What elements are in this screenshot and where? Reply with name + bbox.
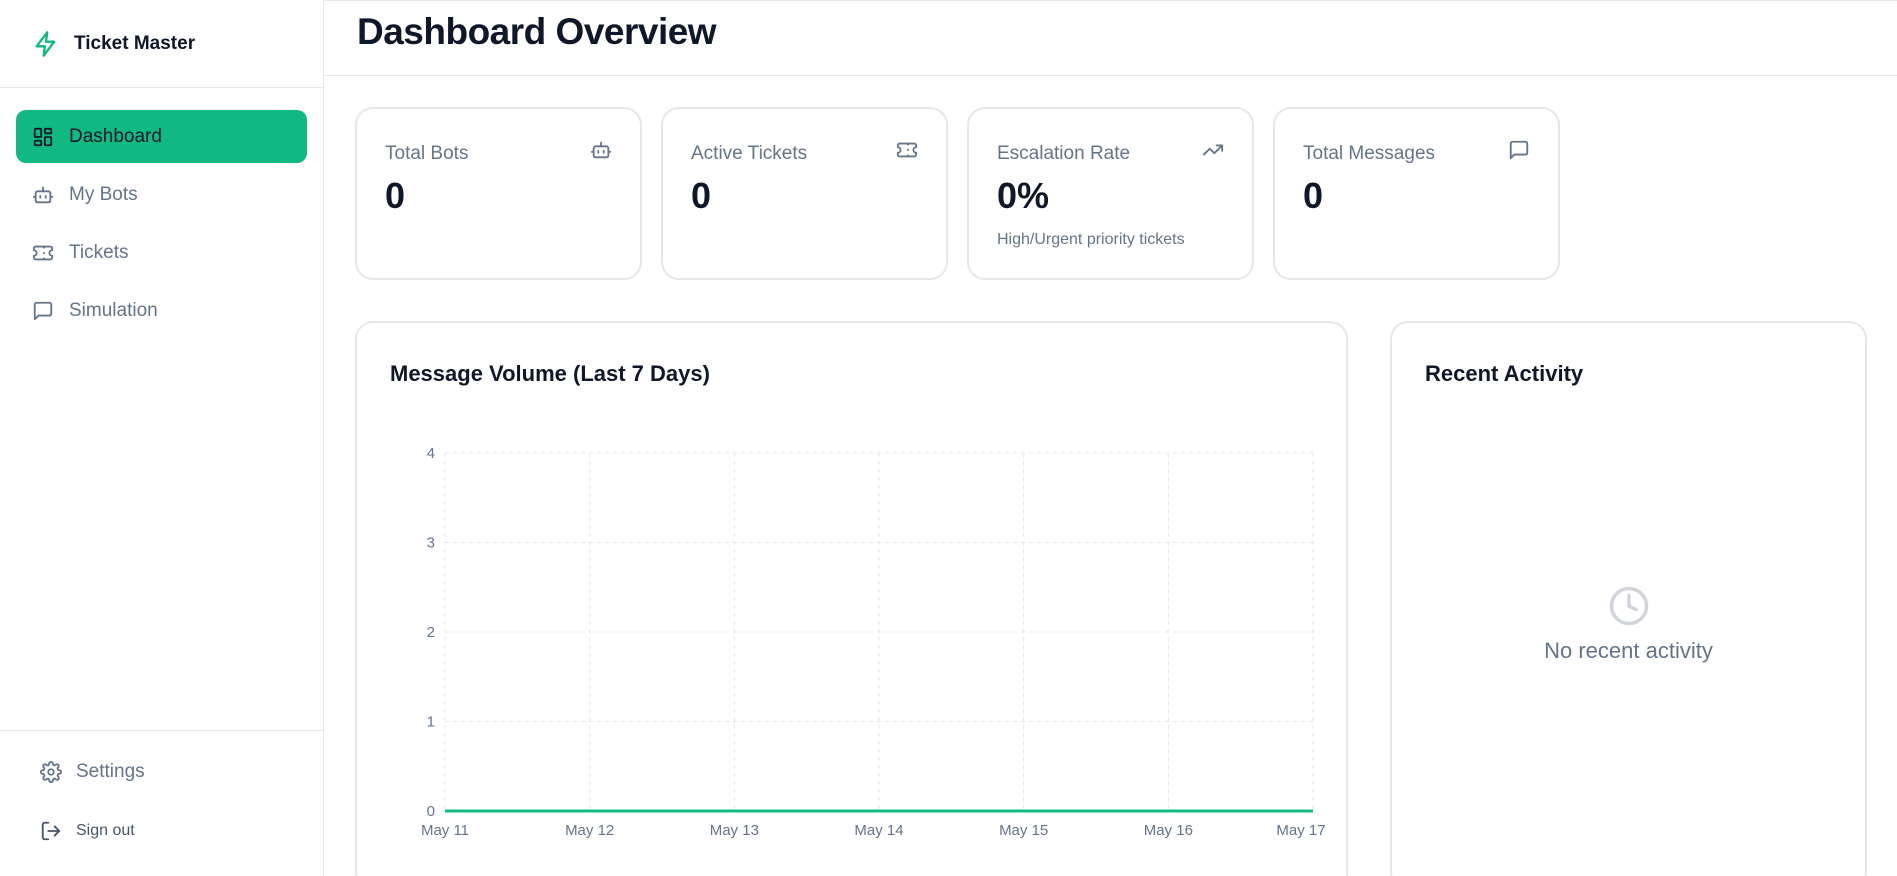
stat-card-total-bots: Total Bots 0 (355, 107, 642, 280)
settings-label: Settings (76, 761, 145, 782)
y-tick-label: 0 (427, 803, 435, 820)
sidebar-item-label: Tickets (69, 241, 129, 263)
stat-card-escalation-rate: Escalation Rate 0% High/Urgent priority … (967, 107, 1254, 280)
x-tick-label: May 16 (1144, 822, 1193, 839)
lightning-icon (32, 30, 60, 58)
brand[interactable]: Ticket Master (0, 0, 323, 88)
x-tick-label: May 11 (421, 822, 469, 839)
y-tick-label: 4 (427, 445, 435, 462)
message-volume-panel: Message Volume (Last 7 Days) 0 1 2 3 4 May 11… (355, 321, 1348, 876)
recent-activity-title: Recent Activity (1425, 361, 1584, 386)
y-tick-label: 3 (427, 535, 435, 552)
x-tick-label: May 15 (999, 822, 1048, 839)
y-tick-label: 2 (427, 624, 435, 641)
grid-icon (32, 126, 54, 148)
trending-up-icon (1202, 139, 1224, 161)
message-icon (1508, 139, 1530, 161)
sidebar-nav: Dashboard My Bots Tickets Simulation (0, 88, 323, 337)
x-tick-label: May 14 (854, 822, 903, 839)
stat-card-active-tickets: Active Tickets 0 (661, 107, 948, 280)
stat-label: Total Bots (385, 143, 469, 164)
gear-icon (40, 761, 62, 783)
sign-out-label: Sign out (76, 822, 135, 839)
stat-label: Escalation Rate (997, 143, 1131, 164)
x-tick-label: May 13 (710, 822, 759, 839)
sidebar-item-dashboard[interactable]: Dashboard (16, 110, 307, 163)
sidebar-footer: Settings Sign out (0, 730, 324, 876)
sidebar-item-my-bots[interactable]: My Bots (16, 168, 307, 221)
recent-activity-panel: Recent Activity No recent activity (1390, 321, 1867, 876)
x-tick-label: May 12 (565, 822, 614, 839)
stat-label: Active Tickets (691, 143, 808, 164)
bot-icon (590, 139, 612, 161)
page-header: Dashboard Overview (325, 0, 1897, 76)
log-out-icon (40, 820, 62, 842)
sidebar-item-label: My Bots (69, 183, 138, 205)
empty-state-text: No recent activity (1544, 638, 1713, 663)
y-tick-label: 1 (427, 714, 435, 731)
ticket-icon (32, 242, 54, 264)
stat-value: 0 (1303, 175, 1324, 216)
message-volume-chart: 0 1 2 3 4 May 11 May 12 May 13 May 14 May 15 May 1… (421, 445, 1326, 839)
stat-label: Total Messages (1303, 143, 1436, 164)
stat-card-total-messages: Total Messages 0 (1273, 107, 1560, 280)
sign-out-button[interactable]: Sign out (40, 820, 135, 842)
sidebar-item-tickets[interactable]: Tickets (16, 226, 307, 279)
clock-icon (1608, 585, 1650, 627)
sidebar-item-label: Simulation (69, 299, 158, 321)
stat-value: 0 (691, 175, 712, 216)
stat-subtitle: High/Urgent priority tickets (997, 231, 1185, 248)
empty-state: No recent activity (1392, 585, 1865, 664)
brand-title: Ticket Master (74, 32, 196, 54)
sidebar-item-simulation[interactable]: Simulation (16, 284, 307, 337)
bot-icon (32, 184, 54, 206)
sidebar-item-label: Dashboard (69, 125, 162, 147)
sidebar: Ticket Master Dashboard My Bots Tickets … (0, 0, 324, 876)
chart-title: Message Volume (Last 7 Days) (390, 361, 710, 386)
settings-button[interactable]: Settings (40, 761, 145, 783)
ticket-icon (896, 139, 918, 161)
x-tick-label: May 17 (1276, 822, 1325, 839)
message-icon (32, 300, 54, 322)
stat-value: 0 (385, 175, 406, 216)
stat-value: 0% (997, 175, 1050, 216)
page-title: Dashboard Overview (357, 11, 717, 52)
